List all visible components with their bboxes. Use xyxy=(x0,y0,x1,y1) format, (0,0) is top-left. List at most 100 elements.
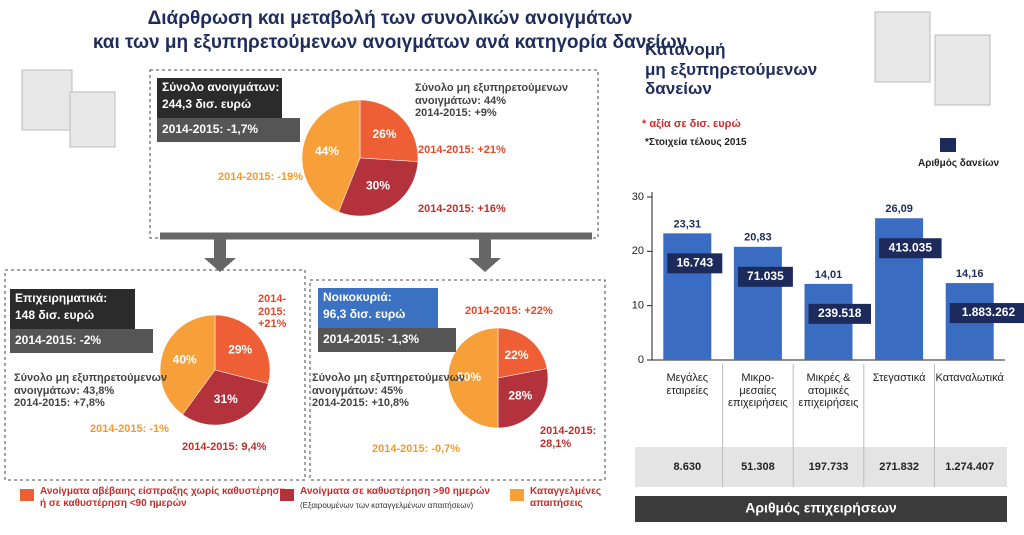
money-stack xyxy=(934,34,991,106)
loan-count-label: 239.518 xyxy=(818,306,862,320)
panel-frame xyxy=(309,279,606,481)
pie-annotation: 2014-2015: +21% xyxy=(418,144,506,156)
x-tick-label: Μικρο- μεσαίες επιχειρήσεις xyxy=(727,372,788,410)
bar-value-label: 14,01 xyxy=(815,269,843,281)
pie-annotation: 2014-2015: 9,4% xyxy=(182,441,267,453)
pie-slice xyxy=(338,157,419,217)
pie-slice xyxy=(497,368,549,429)
info-box-bottom xyxy=(318,328,456,352)
slice-label: 31% xyxy=(214,392,238,406)
loan-count-box xyxy=(667,253,723,274)
pie-note: Σύνολο μη εξυπηρετούμενων ανοιγμάτων: 43… xyxy=(14,372,167,410)
business-count: 197.733 xyxy=(809,461,849,473)
legend-label: Καταγγελμένες απαιτήσεις xyxy=(530,486,602,509)
pie-slice xyxy=(301,99,361,213)
slice-label: 44% xyxy=(315,144,339,158)
loan-count-box xyxy=(879,238,942,259)
pie-slice xyxy=(159,314,216,415)
box-title: Σύνολο ανοιγμάτων: xyxy=(162,80,280,94)
pie-note: Σύνολο μη εξυπηρετούμενων ανοιγμάτων: 45… xyxy=(312,372,465,410)
x-tick-label: Στεγαστικά xyxy=(872,372,926,384)
decoration xyxy=(21,11,991,148)
info-box-bottom xyxy=(157,118,300,142)
legend-label: Ανοίγματα σε καθυστέρηση >90 ημερών xyxy=(300,486,490,497)
legend-swatch xyxy=(510,489,524,501)
pie-slice xyxy=(497,327,548,379)
legend-swatch xyxy=(280,489,294,501)
business-band xyxy=(635,447,1007,487)
slice-label: 29% xyxy=(228,343,252,357)
legend-label: Αριθμός δανείων xyxy=(918,158,1000,169)
pie-annotation: 2014- 2015: +21% xyxy=(258,293,287,331)
bar xyxy=(733,246,782,360)
arrow xyxy=(204,236,236,272)
loan-count-label: 16.743 xyxy=(676,256,713,270)
slice-label: 22% xyxy=(504,348,528,362)
money-stack xyxy=(21,69,73,131)
box-change: 2014-2015: -1,3% xyxy=(323,332,420,346)
y-tick-label: 10 xyxy=(632,300,644,312)
loan-count-label: 413.035 xyxy=(889,240,933,254)
loan-count-box xyxy=(808,303,871,324)
pie-slice xyxy=(214,314,271,384)
pie-annotation: 2014-2015: +22% xyxy=(465,305,553,317)
pie-slice xyxy=(447,327,499,429)
pie-annotation: 2014-2015: -0,7% xyxy=(372,443,461,455)
bar-value-label: 20,83 xyxy=(744,232,772,244)
pie-note: Σύνολο μη εξυπηρετούμενων ανοιγμάτων: 44… xyxy=(415,82,568,120)
business-count: 51.308 xyxy=(741,461,775,473)
y-tick-label: 30 xyxy=(632,191,644,203)
x-tick-label: Μεγάλες εταιρείες xyxy=(666,372,709,397)
pie-annotation: 2014-2015: 28,1% xyxy=(540,425,597,450)
slice-label: 50% xyxy=(457,370,481,384)
pie-slice xyxy=(359,99,419,162)
info-box-top xyxy=(157,78,282,118)
chart-title: Κατανομή μη εξυπηρετούμενων δανείων xyxy=(645,40,818,99)
slice-label: 30% xyxy=(366,179,390,193)
business-title-band xyxy=(635,496,1007,522)
pie-annotation: 2014-2015: -19% xyxy=(218,171,304,183)
legend-swatch xyxy=(20,489,34,501)
bar-value-label: 23,31 xyxy=(674,218,702,230)
box-value: 148 δισ. ευρώ xyxy=(15,308,95,322)
legend-swatch xyxy=(940,138,956,152)
chart-note: *Στοιχεία τέλους 2015 xyxy=(645,137,747,148)
loan-count-label: 71.035 xyxy=(747,269,784,283)
y-tick-label: 0 xyxy=(638,354,644,366)
x-tick-label: Καταναλωτικά xyxy=(935,372,1004,384)
chart-note: * αξία σε δισ. ευρώ xyxy=(642,118,741,130)
y-tick-label: 20 xyxy=(632,245,644,257)
bar xyxy=(663,233,712,360)
info-box-top xyxy=(318,288,438,328)
panel-frame xyxy=(4,269,306,481)
business-count: 271.832 xyxy=(879,461,919,473)
box-change: 2014-2015: -2% xyxy=(15,333,102,347)
box-value: 96,3 δισ. ευρώ xyxy=(323,307,406,321)
bar-value-label: 14,16 xyxy=(956,268,984,280)
bar-value-label: 26,09 xyxy=(885,203,913,215)
business-count: 8.630 xyxy=(674,461,702,473)
legend-label: Ανοίγματα αβέβαιης είσπραξης χωρίς καθυσ… xyxy=(40,486,286,509)
business-count: 1.274.407 xyxy=(945,461,994,473)
business-title: Αριθμός επιχειρήσεων xyxy=(745,500,897,516)
pie-annotation: 2014-2015: -1% xyxy=(90,423,169,435)
loan-count-box xyxy=(949,303,1024,324)
title-line: και των μη εξυπηρετούμενων ανοιγμάτων αν… xyxy=(92,32,688,53)
slice-label: 26% xyxy=(373,127,397,141)
info-box-top xyxy=(10,289,135,329)
slice-label: 40% xyxy=(173,352,197,366)
slice-label: 28% xyxy=(508,389,532,403)
box-title: Επιχειρηματικά: xyxy=(15,291,108,305)
x-tick-label: Μικρές & ατομικές επιχειρήσεις xyxy=(798,372,859,410)
info-box-bottom xyxy=(10,329,153,353)
box-title: Νοικοκυριά: xyxy=(323,290,392,304)
pie-annotation: 2014-2015: +16% xyxy=(418,203,506,215)
money-stack xyxy=(874,11,931,83)
pie-slice xyxy=(182,369,269,426)
legend-sub: (Εξαιρουμένων των καταγγελμένων απαιτήσε… xyxy=(300,501,474,510)
loan-count-label: 1.883.262 xyxy=(962,305,1016,319)
loan-count-box xyxy=(737,266,793,287)
money-stack xyxy=(69,91,116,148)
